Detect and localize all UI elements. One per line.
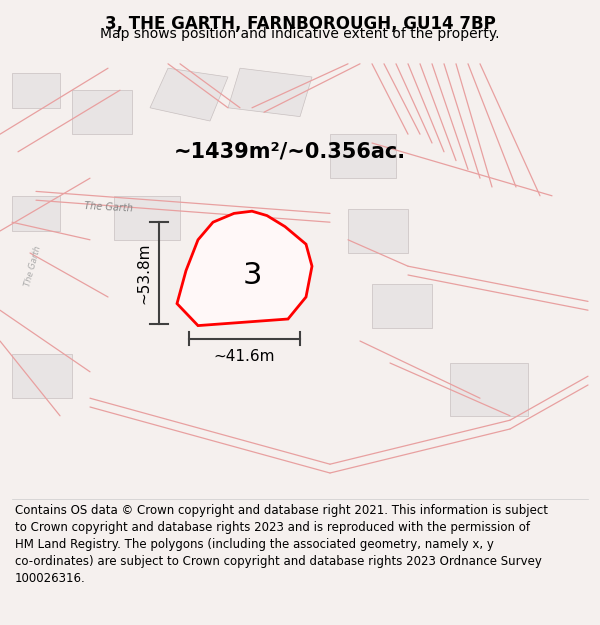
Polygon shape <box>12 354 72 398</box>
Text: The Garth: The Garth <box>83 201 133 213</box>
Polygon shape <box>177 211 312 326</box>
Polygon shape <box>12 72 60 107</box>
Polygon shape <box>348 209 408 253</box>
Text: ~1439m²/~0.356ac.: ~1439m²/~0.356ac. <box>174 142 406 162</box>
Polygon shape <box>450 363 528 416</box>
Text: Map shows position and indicative extent of the property.: Map shows position and indicative extent… <box>100 28 500 41</box>
Polygon shape <box>372 284 432 328</box>
Text: Contains OS data © Crown copyright and database right 2021. This information is : Contains OS data © Crown copyright and d… <box>15 504 548 585</box>
Polygon shape <box>114 196 180 240</box>
Text: The Garth: The Garth <box>23 245 43 288</box>
Polygon shape <box>228 68 312 117</box>
Polygon shape <box>12 196 60 231</box>
Polygon shape <box>72 90 132 134</box>
Text: 3, THE GARTH, FARNBOROUGH, GU14 7BP: 3, THE GARTH, FARNBOROUGH, GU14 7BP <box>104 16 496 33</box>
Text: ~41.6m: ~41.6m <box>214 349 275 364</box>
Polygon shape <box>150 68 228 121</box>
Polygon shape <box>330 134 396 178</box>
Text: 3: 3 <box>242 261 262 289</box>
Text: ~53.8m: ~53.8m <box>137 242 151 304</box>
